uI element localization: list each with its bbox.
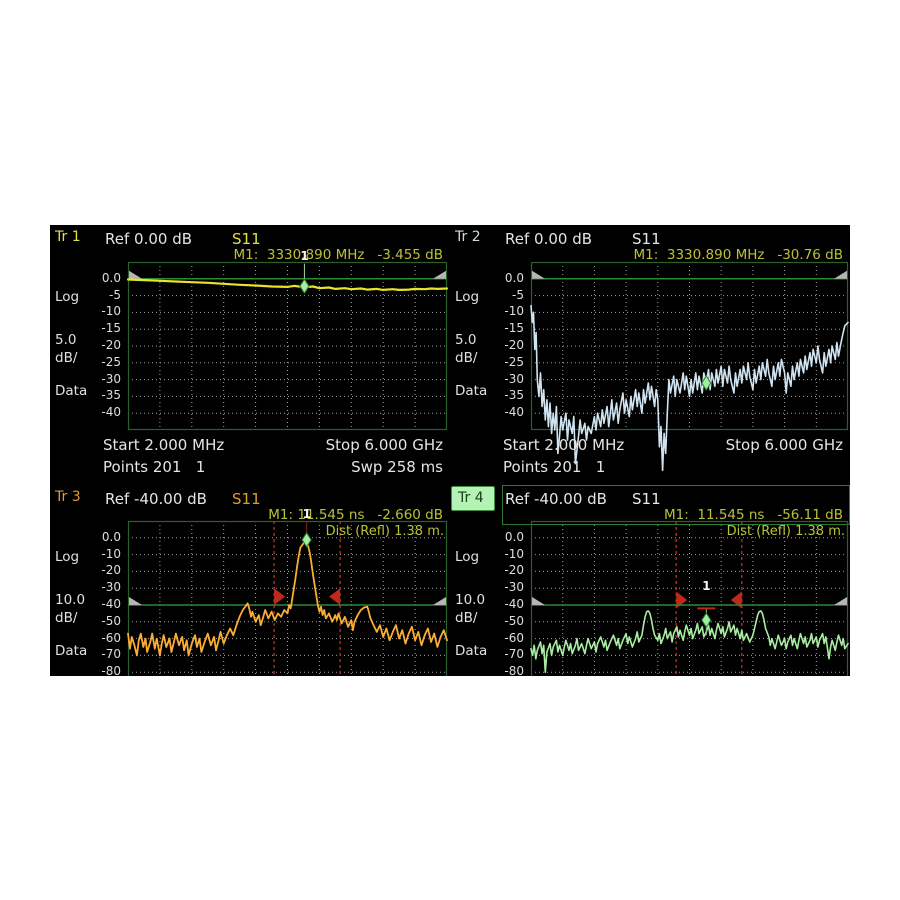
y-axis-tick-label: -30 bbox=[101, 580, 121, 595]
y-axis-labels: 0.0 -10 -20 -30 -40 -50 -60 -70 -80 bbox=[450, 521, 527, 676]
trace-selector-tr4[interactable]: Tr 4 bbox=[451, 486, 495, 511]
scale-unit-label: dB/ bbox=[55, 610, 78, 626]
y-axis-tick-label: -20 bbox=[101, 338, 121, 352]
start-freq-label: Start 2.000 MHz bbox=[103, 436, 225, 454]
marker-readout: M1: 3330.890 MHz -30.76 dB bbox=[633, 247, 843, 263]
y-axis-tick-label: -25 bbox=[504, 354, 524, 369]
scale-unit-label: dB/ bbox=[455, 350, 478, 366]
marker-number-label: 1 bbox=[702, 579, 711, 594]
y-axis-tick-label: -25 bbox=[101, 354, 121, 369]
measurement-label: S11 bbox=[632, 230, 661, 248]
format-label: Log bbox=[55, 289, 80, 305]
data-source-label: Data bbox=[455, 643, 488, 659]
y-axis-labels: 0.0 -10 -20 -30 -40 -50 -60 -70 -80 bbox=[50, 521, 124, 676]
trace-plot bbox=[126, 261, 449, 431]
y-axis-tick-label: -30 bbox=[101, 371, 121, 386]
trace-plot bbox=[530, 261, 849, 472]
plot-area[interactable]: Dist (Refl) 1.38 m. 1 bbox=[530, 520, 849, 676]
y-axis-tick-label: 0.0 bbox=[101, 529, 121, 544]
data-source-label: Data bbox=[55, 643, 88, 659]
y-axis-tick-label: -20 bbox=[504, 563, 524, 578]
y-axis-tick-label: -40 bbox=[504, 597, 524, 611]
y-axis-tick-label: -80 bbox=[504, 664, 524, 676]
sweep-time-label: Swp 258 ms bbox=[351, 458, 443, 476]
scale-label: 5.0 bbox=[55, 332, 77, 348]
marker-readout: M1: 11.545 ns -56.11 dB bbox=[663, 507, 843, 523]
y-axis-tick-label: -5 bbox=[109, 287, 121, 302]
y-axis-tick-label: -80 bbox=[101, 664, 121, 676]
trace-panel-3: Tr 3 Ref -40.00 dB S11 M1: 11.545 ns -2.… bbox=[50, 485, 450, 676]
y-axis-tick-label: -15 bbox=[504, 321, 524, 336]
stop-freq-label: Stop 6.000 GHz bbox=[725, 436, 843, 454]
y-axis-tick-label: -30 bbox=[504, 371, 524, 386]
active-header-box bbox=[502, 485, 850, 525]
y-axis-tick-label: -15 bbox=[101, 321, 121, 336]
trace-selector-tr1[interactable]: Tr 1 bbox=[55, 229, 81, 245]
scale-label: 10.0 bbox=[55, 592, 86, 608]
y-axis-tick-label: -10 bbox=[504, 546, 524, 561]
marker-number-label: 1 bbox=[302, 507, 311, 521]
start-freq-label: Start 2.000 MHz bbox=[503, 436, 625, 454]
trace-selector-tr2[interactable]: Tr 2 bbox=[455, 229, 481, 245]
analyzer-screen: Tr 1 Ref 0.00 dB S11 M1: 3330.890 MHz -3… bbox=[50, 225, 850, 676]
trace-selector-tr3[interactable]: Tr 3 bbox=[55, 489, 81, 505]
y-axis-tick-label: -50 bbox=[101, 613, 121, 628]
y-axis-tick-label: -60 bbox=[504, 630, 524, 645]
trace-panel-2: Tr 2 Ref 0.00 dB S11 M1: 3330.890 MHz -3… bbox=[450, 225, 850, 485]
trace-panel-1: Tr 1 Ref 0.00 dB S11 M1: 3330.890 MHz -3… bbox=[50, 225, 450, 485]
data-source-label: Data bbox=[55, 383, 88, 399]
distance-annotation: Dist (Refl) 1.38 m. bbox=[325, 524, 444, 539]
ref-level-label: Ref -40.00 dB bbox=[505, 490, 607, 508]
points-label: Points 201 1 bbox=[103, 458, 206, 476]
trace-panel-4: Tr 4 Ref -40.00 dB S11 M1: 11.545 ns -56… bbox=[450, 485, 850, 676]
trace-plot bbox=[530, 520, 849, 676]
y-axis-tick-label: -20 bbox=[504, 338, 524, 352]
trace-plot bbox=[127, 520, 448, 676]
format-label: Log bbox=[455, 549, 480, 565]
y-axis-tick-label: -10 bbox=[101, 546, 121, 561]
y-axis-tick-label: -40 bbox=[101, 405, 121, 420]
measurement-label: S11 bbox=[232, 490, 261, 508]
points-label: Points 201 1 bbox=[503, 458, 606, 476]
data-source-label: Data bbox=[455, 383, 488, 399]
scale-unit-label: dB/ bbox=[455, 610, 478, 626]
y-axis-tick-label: 0.0 bbox=[101, 270, 121, 285]
ref-level-label: Ref -40.00 dB bbox=[105, 490, 207, 508]
ref-level-label: Ref 0.00 dB bbox=[105, 230, 193, 248]
y-axis-tick-label: -50 bbox=[504, 613, 524, 628]
y-axis-tick-label: -5 bbox=[512, 287, 524, 302]
marker-readout: M1: 11.545 ns -2.660 dB bbox=[268, 507, 443, 523]
y-axis-tick-label: 0.0 bbox=[504, 270, 524, 285]
measurement-label: S11 bbox=[632, 490, 661, 508]
format-label: Log bbox=[55, 549, 80, 565]
y-axis-tick-label: -40 bbox=[504, 405, 524, 420]
y-axis-tick-label: -20 bbox=[101, 563, 121, 578]
format-label: Log bbox=[455, 289, 480, 305]
y-axis-tick-label: -10 bbox=[101, 304, 121, 319]
distance-annotation: Dist (Refl) 1.38 m. bbox=[726, 524, 845, 539]
y-axis-tick-label: -70 bbox=[504, 647, 524, 662]
marker-number-label: 1 bbox=[300, 249, 309, 263]
y-axis-labels: 0.0 -5 -10 -15 -20 -25 -30 -35 -40 bbox=[450, 262, 527, 431]
scale-label: 10.0 bbox=[455, 592, 486, 608]
y-axis-tick-label: -35 bbox=[504, 388, 524, 403]
plot-area[interactable]: 1 bbox=[126, 249, 449, 431]
y-axis-labels: 0.0 -5 -10 -15 -20 -25 -30 -35 -40 bbox=[50, 262, 124, 431]
ref-level-label: Ref 0.00 dB bbox=[505, 230, 593, 248]
y-axis-tick-label: -40 bbox=[101, 597, 121, 611]
y-axis-tick-label: -30 bbox=[504, 580, 524, 595]
y-axis-tick-label: -10 bbox=[504, 304, 524, 319]
y-axis-tick-label: -60 bbox=[101, 630, 121, 645]
y-axis-tick-label: 0.0 bbox=[504, 529, 524, 544]
plot-area[interactable]: Dist (Refl) 1.38 m. 1 bbox=[127, 507, 448, 676]
stop-freq-label: Stop 6.000 GHz bbox=[325, 436, 443, 454]
y-axis-tick-label: -35 bbox=[101, 388, 121, 403]
y-axis-tick-label: -70 bbox=[101, 647, 121, 662]
measurement-label: S11 bbox=[232, 230, 261, 248]
marker-readout: M1: 3330.890 MHz -3.455 dB bbox=[233, 247, 443, 263]
plot-area[interactable] bbox=[530, 261, 849, 472]
scale-label: 5.0 bbox=[455, 332, 477, 348]
scale-unit-label: dB/ bbox=[55, 350, 78, 366]
